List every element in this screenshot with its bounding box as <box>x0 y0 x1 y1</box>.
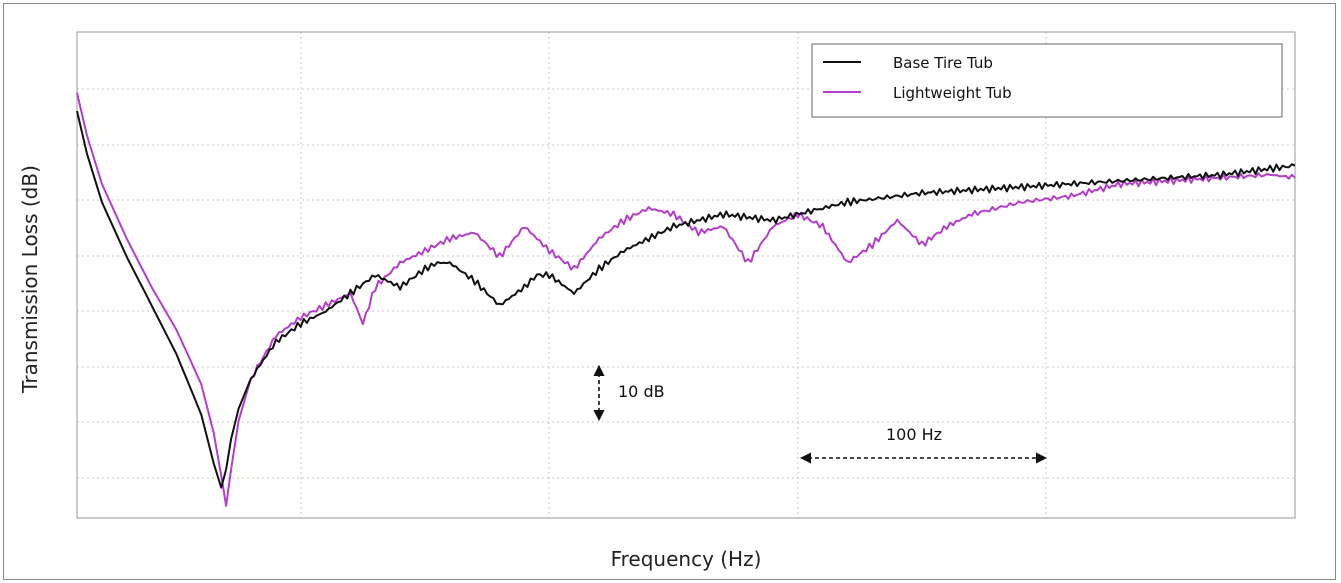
transmission-loss-chart: 10 dB 100 Hz Base Tire Tub Lightweight T… <box>18 31 1296 571</box>
plot-area-border <box>76 31 1296 519</box>
x-axis-title: Frequency (Hz) <box>611 547 762 571</box>
series-line-base-tire-tub <box>76 110 1296 489</box>
db-scale-label: 10 dB <box>618 382 665 401</box>
legend-label-base-tire-tub: Base Tire Tub <box>893 54 993 72</box>
figure-frame: 10 dB 100 Hz Base Tire Tub Lightweight T… <box>3 3 1336 580</box>
legend-box <box>811 43 1283 118</box>
series-line-lightweight-tub <box>76 92 1296 507</box>
series-layer <box>76 92 1296 507</box>
legend-label-lightweight-tub: Lightweight Tub <box>893 84 1012 102</box>
y-axis-title: Transmission Loss (dB) <box>18 165 42 394</box>
legend: Base Tire Tub Lightweight Tub <box>811 43 1283 118</box>
hz-scale-label: 100 Hz <box>886 425 942 444</box>
